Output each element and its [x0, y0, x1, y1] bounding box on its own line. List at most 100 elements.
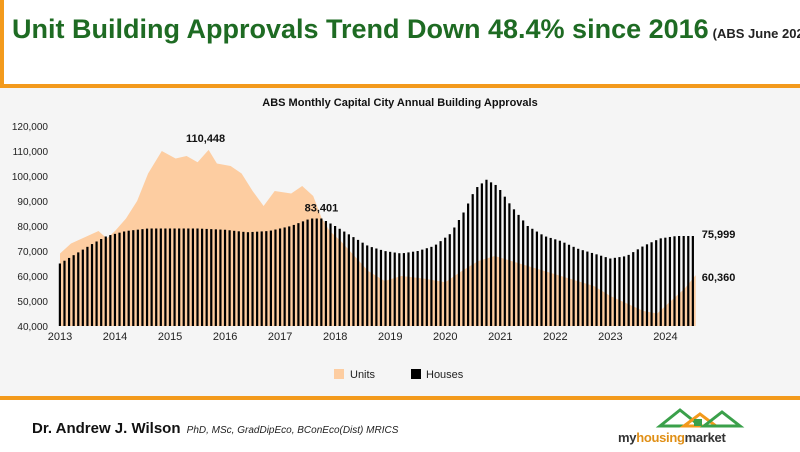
houses-bar — [104, 236, 107, 326]
houses-bar — [214, 229, 217, 326]
houses-bar — [467, 203, 470, 326]
houses-bar — [664, 237, 667, 326]
houses-bar — [682, 236, 685, 326]
y-tick-label: 80,000 — [17, 222, 48, 233]
houses-bar — [563, 242, 566, 326]
houses-bar — [512, 209, 516, 326]
accent-bar-vertical — [0, 0, 4, 88]
houses-bar — [632, 252, 635, 326]
houses-bar — [90, 244, 94, 326]
brand-logo: myhousingmarket — [618, 402, 778, 448]
houses-bar — [72, 255, 75, 326]
houses-bar — [182, 228, 185, 326]
houses-bar — [228, 230, 231, 326]
houses-bar — [489, 182, 493, 326]
houses-bar — [678, 236, 681, 326]
house-roof-icon — [655, 408, 745, 428]
houses-bar — [535, 231, 539, 326]
y-tick-label: 120,000 — [12, 122, 49, 133]
houses-bar — [200, 228, 204, 326]
houses-bar — [379, 249, 383, 326]
houses-bar — [334, 226, 337, 326]
houses-bar — [558, 240, 561, 326]
houses-bar — [278, 228, 282, 326]
x-tick-label: 2024 — [653, 331, 677, 343]
houses-bar — [641, 246, 644, 326]
houses-bar — [655, 240, 658, 326]
houses-bar — [572, 246, 575, 326]
houses-bar — [205, 228, 208, 326]
houses-bar — [127, 230, 130, 326]
houses-bar — [600, 255, 603, 326]
houses-bar — [81, 249, 84, 326]
x-tick-label: 2014 — [103, 331, 127, 343]
houses-bar — [113, 233, 117, 326]
legend-label-units: Units — [350, 369, 376, 381]
houses-bar — [292, 224, 295, 326]
page-title: Unit Building Approvals Trend Down 48.4%… — [12, 14, 800, 45]
houses-bar — [164, 228, 167, 326]
houses-bar — [531, 228, 534, 326]
logo-part-my: my — [618, 430, 637, 445]
houses-bar — [320, 218, 323, 326]
x-tick-label: 2015 — [158, 331, 182, 343]
houses-bar — [366, 245, 369, 326]
houses-bar — [494, 184, 497, 326]
houses-bar — [416, 251, 419, 326]
houses-bar — [356, 239, 360, 326]
y-tick-label: 40,000 — [17, 322, 48, 333]
houses-bar — [311, 218, 314, 326]
houses-bar — [315, 218, 318, 326]
data-label: 75,999 — [702, 229, 736, 241]
houses-bar — [343, 231, 346, 326]
houses-bar — [136, 229, 139, 326]
x-tick-label: 2016 — [213, 331, 237, 343]
houses-bar — [155, 228, 158, 326]
logo-wordmark: myhousingmarket — [618, 430, 726, 445]
x-tick-label: 2020 — [433, 331, 457, 343]
houses-bar — [141, 229, 144, 326]
y-tick-label: 60,000 — [17, 272, 48, 283]
legend-label-houses: Houses — [426, 369, 464, 381]
houses-bar — [691, 236, 694, 326]
houses-bar — [590, 252, 594, 326]
houses-bar — [627, 254, 630, 326]
houses-bar — [233, 230, 236, 326]
houses-bar — [673, 236, 676, 326]
y-tick-label: 110,000 — [13, 147, 49, 158]
houses-bar — [645, 244, 649, 326]
data-label: 110,448 — [186, 133, 225, 145]
houses-bar — [609, 258, 612, 326]
houses-bar — [274, 229, 277, 326]
houses-bar — [453, 227, 456, 326]
houses-bar — [457, 220, 461, 326]
footer-divider — [0, 396, 800, 400]
houses-bar — [329, 223, 332, 326]
houses-bar — [402, 253, 405, 326]
x-tick-label: 2018 — [323, 331, 347, 343]
houses-bar — [618, 257, 621, 326]
houses-bar — [159, 228, 162, 326]
houses-bar — [581, 250, 584, 326]
houses-bar — [301, 221, 305, 326]
houses-bar — [389, 251, 392, 326]
houses-bar — [444, 237, 447, 326]
houses-bar — [77, 252, 80, 326]
houses-bar — [219, 229, 222, 326]
houses-bar — [668, 236, 672, 326]
legend-swatch-houses — [411, 369, 421, 379]
houses-bar — [567, 244, 571, 326]
houses-bar — [100, 239, 103, 326]
houses-bar — [361, 242, 364, 326]
x-tick-label: 2013 — [48, 331, 72, 343]
houses-bar — [554, 239, 557, 326]
houses-bar — [595, 254, 598, 326]
houses-bar — [256, 231, 259, 326]
houses-bar — [430, 246, 433, 326]
houses-bar — [283, 227, 286, 326]
x-tick-label: 2022 — [543, 331, 567, 343]
houses-bar — [544, 236, 548, 326]
houses-bar — [297, 223, 300, 326]
houses-bar — [485, 179, 488, 326]
houses-bar — [86, 246, 89, 326]
